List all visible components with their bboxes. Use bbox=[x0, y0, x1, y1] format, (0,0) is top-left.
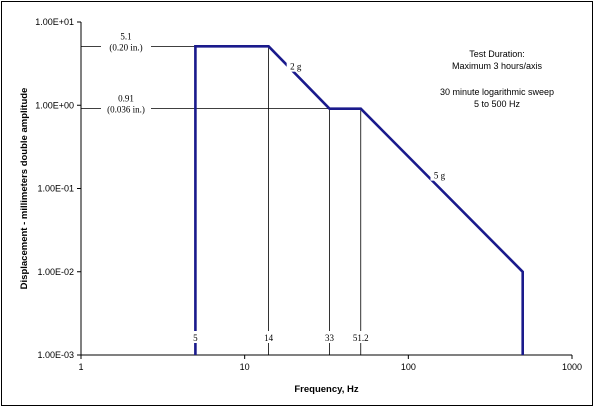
y-tick-label: 1.00E-03 bbox=[37, 350, 74, 360]
notes-box: Test Duration: Maximum 3 hours/axis 30 min… bbox=[440, 49, 554, 109]
x-axis-title: Frequency, Hz bbox=[294, 384, 358, 395]
frequency-label-bg bbox=[319, 331, 340, 343]
y-tick-label: 1.00E-02 bbox=[37, 267, 74, 277]
note-line: Maximum 3 hours/axis bbox=[452, 61, 543, 71]
level-label-bg bbox=[101, 41, 151, 52]
y-tick-label: 1.00E+01 bbox=[35, 17, 74, 27]
slope-label: 5 g bbox=[434, 171, 446, 181]
y-axis-title: Displacement - millimeters double amplit… bbox=[19, 88, 30, 290]
frequency-label-bg bbox=[350, 331, 371, 343]
x-tick-label: 1000 bbox=[562, 362, 582, 372]
frequency-marker-label: 14 bbox=[264, 333, 274, 343]
labels-layer: 5 14 33 51.2 5.1(0.20 in.) 0.91(0.036 in.) 2 g… bbox=[101, 31, 449, 343]
level-marker-value: 5.1 bbox=[120, 31, 131, 41]
frequency-marker-label: 5 bbox=[193, 333, 198, 343]
axes: 1 10 100 1000 1.00E-03 1.00E-02 1.00E-01 1.00E+… bbox=[35, 17, 582, 372]
note-line: 5 to 500 Hz bbox=[474, 99, 521, 109]
frequency-marker-label: 51.2 bbox=[353, 333, 369, 343]
note-line: Test Duration: bbox=[469, 49, 525, 59]
level-label-bg bbox=[101, 103, 151, 114]
level-marker-inches: (0.20 in.) bbox=[109, 42, 142, 52]
slope-label-bg bbox=[430, 169, 449, 181]
y-tick-label: 1.00E-01 bbox=[37, 184, 74, 194]
level-marker-value: 0.91 bbox=[118, 94, 134, 104]
slope-label-bg bbox=[286, 60, 305, 72]
note-line: 30 minute logarithmic sweep bbox=[440, 87, 554, 97]
y-tick-label: 1.00E+00 bbox=[35, 100, 74, 110]
frequency-label-bg bbox=[258, 331, 279, 343]
frequency-label-bg bbox=[185, 331, 206, 343]
x-tick-label: 1 bbox=[78, 362, 83, 372]
slope-label: 2 g bbox=[290, 62, 302, 72]
frequency-marker-label: 33 bbox=[325, 333, 335, 343]
series-layer bbox=[194, 45, 524, 355]
vibration-profile-line bbox=[194, 45, 524, 355]
x-tick-label: 100 bbox=[401, 362, 416, 372]
x-tick-label: 10 bbox=[240, 362, 250, 372]
reference-lines bbox=[81, 45, 362, 355]
level-marker-inches: (0.036 in.) bbox=[107, 105, 145, 115]
